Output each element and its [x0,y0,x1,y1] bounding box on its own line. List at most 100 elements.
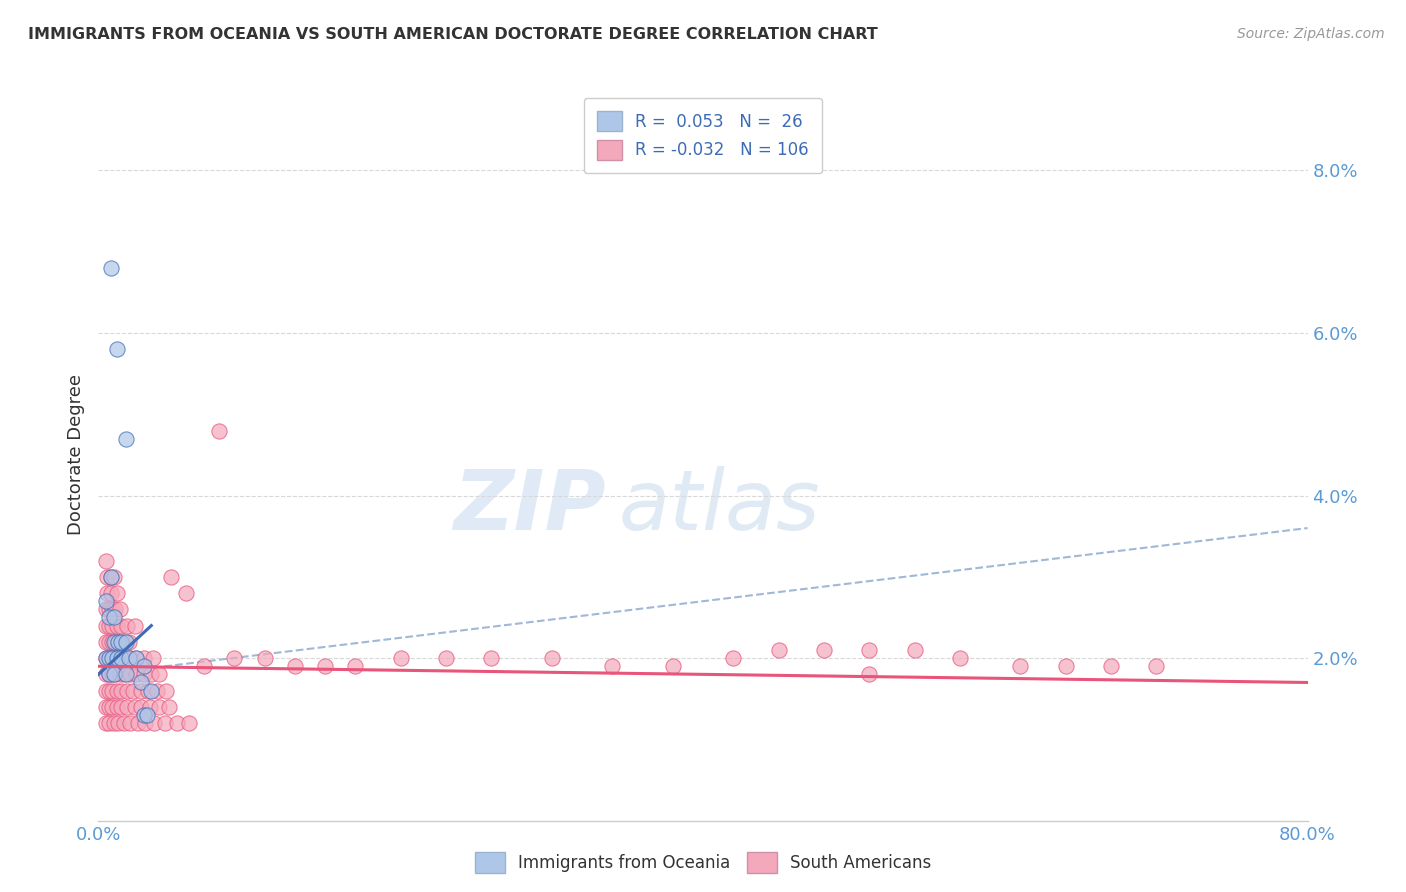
Point [118,651,141,665]
Point [94,716,117,731]
Point [112,651,135,665]
Point [98,716,121,731]
Point [98,610,121,624]
Point [174,586,197,600]
Point [110,651,132,665]
Point [98,618,121,632]
Point [141,683,163,698]
Point [101,683,124,698]
Point [94,594,117,608]
Point [105,343,128,357]
Point [104,635,127,649]
Point [94,699,117,714]
Point [904,643,927,657]
Point [136,683,159,698]
Point [949,651,972,665]
Point [108,602,131,616]
Point [129,675,152,690]
Point [98,602,121,616]
Point [142,651,165,665]
Point [94,602,117,616]
Point [98,667,121,681]
Point [1144,659,1167,673]
Point [118,635,141,649]
Legend: Immigrants from Oceania, South Americans: Immigrants from Oceania, South Americans [468,846,938,880]
Point [602,659,624,673]
Point [115,683,138,698]
Point [344,659,367,673]
Point [148,667,170,681]
Point [94,618,117,632]
Point [101,651,124,665]
Point [94,635,117,649]
Point [103,716,125,731]
Point [94,667,117,681]
Point [208,424,231,438]
Point [723,651,745,665]
Point [179,716,201,731]
Point [434,651,457,665]
Point [96,570,118,584]
Point [112,716,135,731]
Point [124,618,146,632]
Point [101,699,124,714]
Point [98,667,121,681]
Point [94,683,117,698]
Point [110,618,132,632]
Point [813,643,835,657]
Point [193,659,215,673]
Point [101,635,124,649]
Point [114,667,136,681]
Text: Source: ZipAtlas.com: Source: ZipAtlas.com [1237,27,1385,41]
Point [481,651,503,665]
Point [125,651,148,665]
Point [104,651,127,665]
Point [1054,659,1077,673]
Point [115,699,138,714]
Point [114,432,136,446]
Text: ZIP: ZIP [454,466,606,547]
Legend: R =  0.053   N =  26, R = -0.032   N = 106: R = 0.053 N = 26, R = -0.032 N = 106 [583,97,823,173]
Point [134,716,156,731]
Point [105,683,128,698]
Point [224,651,246,665]
Point [135,708,157,723]
Point [108,667,131,681]
Point [115,618,138,632]
Point [103,667,125,681]
Point [155,683,177,698]
Point [104,602,127,616]
Y-axis label: Doctorate Degree: Doctorate Degree [66,375,84,535]
Point [858,667,880,681]
Point [98,651,121,665]
Point [166,716,188,731]
Point [105,699,128,714]
Point [389,651,412,665]
Point [98,699,121,714]
Point [114,635,136,649]
Point [105,651,128,665]
Point [1010,659,1032,673]
Point [101,618,124,632]
Point [253,651,276,665]
Point [858,643,880,657]
Point [1099,659,1122,673]
Point [103,570,125,584]
Point [120,716,142,731]
Point [125,667,148,681]
Point [127,716,149,731]
Point [122,683,145,698]
Point [94,651,117,665]
Point [101,651,124,665]
Point [661,659,683,673]
Point [540,651,562,665]
Point [153,716,176,731]
Point [159,699,181,714]
Point [141,667,163,681]
Point [110,683,132,698]
Point [768,643,790,657]
Point [148,699,170,714]
Point [132,667,155,681]
Point [101,602,124,616]
Point [105,618,128,632]
